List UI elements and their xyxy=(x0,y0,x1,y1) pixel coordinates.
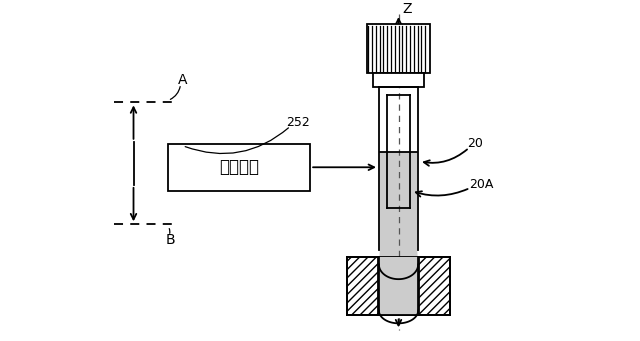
Text: 20: 20 xyxy=(467,137,483,150)
Bar xyxy=(380,151,417,250)
Bar xyxy=(380,256,417,315)
Text: 放射光源: 放射光源 xyxy=(219,158,259,176)
Bar xyxy=(373,73,424,87)
Polygon shape xyxy=(379,250,418,279)
Bar xyxy=(367,24,430,73)
Bar xyxy=(378,256,419,315)
Text: 252: 252 xyxy=(285,116,309,129)
Text: B: B xyxy=(166,233,175,247)
Bar xyxy=(348,256,449,315)
Text: Z: Z xyxy=(403,2,412,16)
Text: 20A: 20A xyxy=(469,178,493,191)
Text: A: A xyxy=(178,73,187,87)
Bar xyxy=(168,144,310,191)
